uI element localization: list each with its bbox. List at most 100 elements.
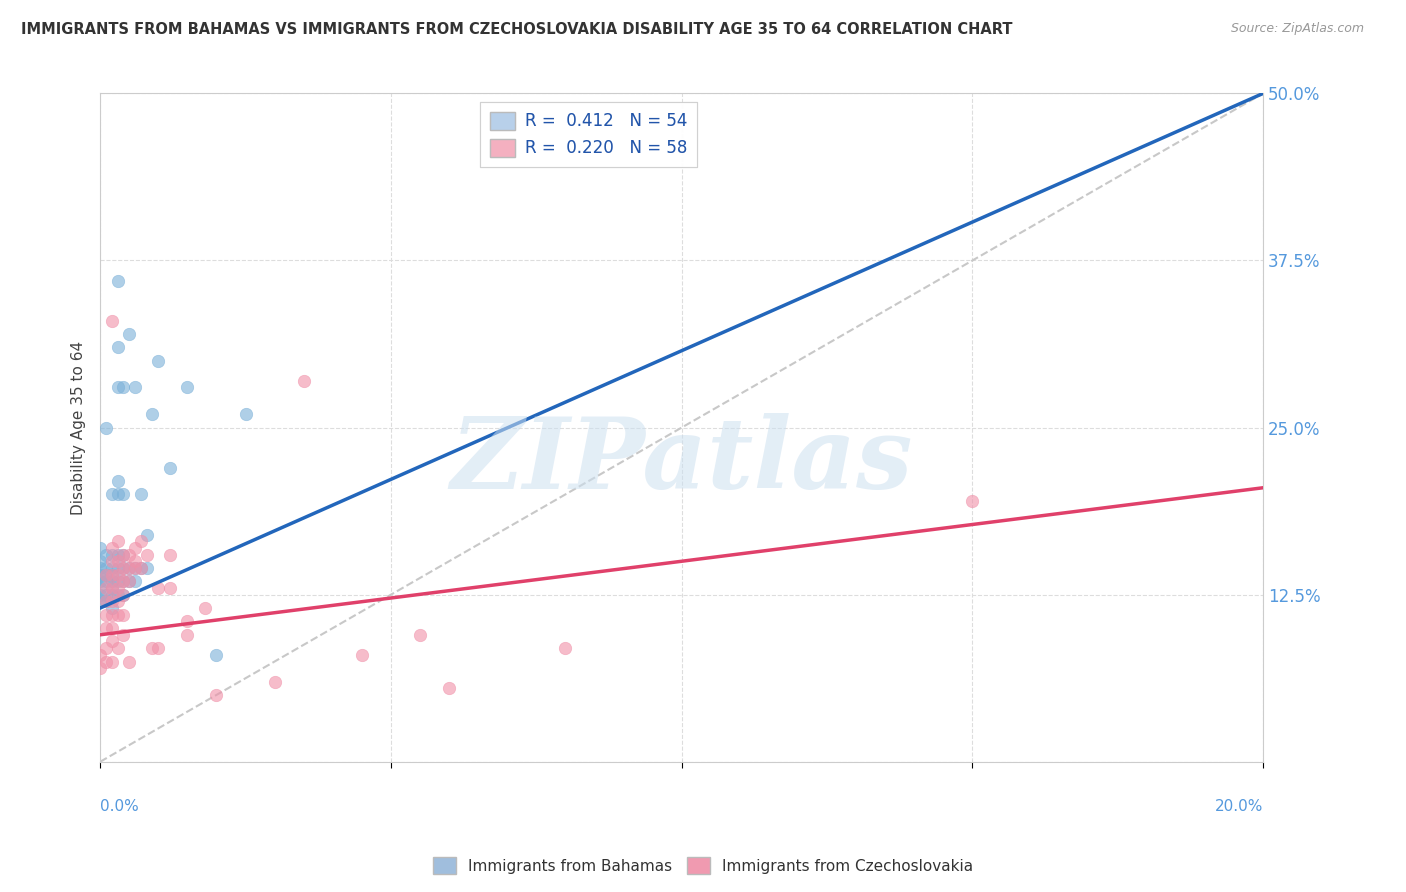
Text: Source: ZipAtlas.com: Source: ZipAtlas.com [1230,22,1364,36]
Point [94,621,117,635]
Point [89,561,111,575]
Point [100,567,122,582]
Point [100,621,122,635]
Point [176,380,198,394]
Point [112,574,135,589]
Point [100,655,122,669]
Point [89,588,111,602]
Point [107,548,129,562]
Point [409,628,432,642]
Point [100,594,122,608]
Point [205,648,228,662]
Point [124,554,146,568]
Point [100,541,122,555]
Point [112,588,135,602]
Point [107,561,129,575]
Point [107,581,129,595]
Text: 20.0%: 20.0% [1215,798,1263,814]
Text: ZIPatlas: ZIPatlas [450,413,912,509]
Point [118,574,141,589]
Point [94,420,117,434]
Point [100,567,122,582]
Point [107,641,129,656]
Point [554,641,576,656]
Point [112,561,135,575]
Point [94,655,117,669]
Point [159,548,181,562]
Point [159,581,181,595]
Point [141,407,163,421]
Point [100,634,122,648]
Point [89,581,111,595]
Point [100,581,122,595]
Point [263,674,285,689]
Point [107,474,129,488]
Point [100,581,122,595]
Point [100,607,122,622]
Point [124,574,146,589]
Point [94,588,117,602]
Point [194,601,217,615]
Point [962,494,984,508]
Point [94,561,117,575]
Point [118,561,141,575]
Point [94,641,117,656]
Point [135,561,157,575]
Point [118,561,141,575]
Point [135,527,157,541]
Point [100,554,122,568]
Point [112,561,135,575]
Point [89,554,111,568]
Point [107,567,129,582]
Point [89,541,111,555]
Point [89,594,111,608]
Point [94,548,117,562]
Point [94,567,117,582]
Point [141,641,163,656]
Point [89,567,111,582]
Point [89,661,111,675]
Point [100,487,122,501]
Point [94,567,117,582]
Point [148,353,170,368]
Point [159,460,181,475]
Point [124,541,146,555]
Point [107,380,129,394]
Point [129,561,152,575]
Point [107,574,129,589]
Point [100,561,122,575]
Point [112,574,135,589]
Point [112,548,135,562]
Point [100,601,122,615]
Point [129,487,152,501]
Point [107,594,129,608]
Point [112,487,135,501]
Point [100,548,122,562]
Legend: R =  0.412   N = 54, R =  0.220   N = 58: R = 0.412 N = 54, R = 0.220 N = 58 [479,102,697,168]
Point [437,681,460,696]
Point [100,313,122,327]
Point [94,581,117,595]
Point [118,326,141,341]
Point [112,380,135,394]
Y-axis label: Disability Age 35 to 64: Disability Age 35 to 64 [72,341,86,515]
Point [124,561,146,575]
Point [118,574,141,589]
Point [118,548,141,562]
Point [292,374,315,388]
Point [89,648,111,662]
Point [107,534,129,549]
Point [94,594,117,608]
Point [124,561,146,575]
Point [107,607,129,622]
Point [94,594,117,608]
Point [148,581,170,595]
Point [112,548,135,562]
Point [129,561,152,575]
Point [112,607,135,622]
Text: IMMIGRANTS FROM BAHAMAS VS IMMIGRANTS FROM CZECHOSLOVAKIA DISABILITY AGE 35 TO 6: IMMIGRANTS FROM BAHAMAS VS IMMIGRANTS FR… [21,22,1012,37]
Point [148,641,170,656]
Point [124,380,146,394]
Point [135,548,157,562]
Text: 0.0%: 0.0% [100,798,139,814]
